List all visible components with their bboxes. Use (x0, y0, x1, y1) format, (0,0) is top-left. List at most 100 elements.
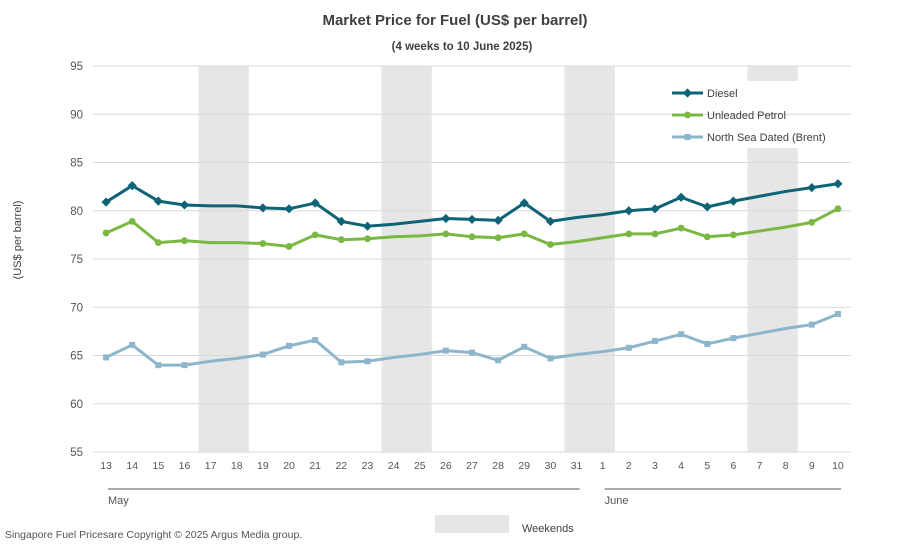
data-point (129, 341, 136, 348)
data-point (520, 230, 528, 238)
data-point (807, 182, 817, 193)
weekend-band (747, 148, 798, 452)
y-tick-label: 60 (70, 399, 83, 411)
data-point (468, 233, 476, 241)
data-point (153, 196, 163, 206)
y-tick-label: 75 (70, 254, 83, 266)
data-point (364, 235, 371, 243)
data-point (442, 347, 449, 354)
data-point (808, 321, 815, 328)
series-north-sea-dated-brent (103, 311, 841, 369)
series-diesel (101, 179, 843, 231)
x-tick-label: 1 (600, 460, 606, 472)
x-tick-label: 20 (283, 460, 295, 472)
data-point (284, 204, 294, 214)
data-point (286, 342, 293, 349)
data-point (625, 230, 633, 238)
x-tick-label: 4 (678, 460, 684, 472)
y-tick-label: 95 (70, 61, 83, 73)
y-axis-label: (US$ per barrel) (12, 201, 24, 280)
data-point (181, 237, 188, 245)
data-point (101, 197, 111, 207)
data-point (128, 217, 136, 225)
legend-label: Unleaded Petrol (707, 110, 786, 122)
data-point (442, 230, 450, 238)
data-point (310, 198, 320, 208)
data-point (469, 349, 475, 356)
x-tick-label: 16 (179, 460, 191, 472)
data-point (677, 224, 685, 232)
series-group (101, 179, 843, 369)
y-tick-label: 90 (70, 109, 83, 121)
x-tick-label: 28 (492, 460, 504, 472)
y-tick-label: 65 (70, 351, 83, 363)
legend-label: Diesel (707, 88, 738, 100)
x-tick-label: 5 (704, 460, 710, 472)
data-point (704, 340, 711, 347)
month-label: June (605, 495, 629, 507)
x-tick-label: 18 (231, 460, 243, 472)
legend-item: Unleaded Petrol (672, 110, 786, 122)
data-point (102, 229, 110, 237)
x-tick-label: 13 (100, 460, 112, 472)
x-tick-label: 14 (126, 460, 138, 472)
x-tick-label: 6 (730, 460, 736, 472)
month-axis: May June (108, 488, 841, 507)
data-point (338, 359, 345, 366)
data-point (703, 233, 711, 241)
x-tick-label: 29 (518, 460, 530, 472)
y-tick-label: 70 (70, 302, 83, 314)
legend-item: Diesel (672, 88, 738, 100)
data-point (495, 357, 502, 364)
y-tick-label: 85 (70, 158, 83, 170)
chart-title: Market Price for Fuel (US$ per barrel) (322, 12, 587, 29)
data-point (285, 243, 293, 250)
data-point (834, 311, 841, 318)
legend-swatch-marker (682, 88, 693, 98)
y-tick-label: 80 (70, 206, 83, 218)
x-tick-label: 31 (571, 460, 583, 472)
x-tick-label: 10 (832, 460, 844, 472)
data-point (259, 240, 267, 247)
data-point (179, 200, 190, 210)
data-point (127, 181, 137, 191)
weekend-legend-swatch (435, 515, 509, 533)
x-tick-label: 8 (783, 460, 789, 472)
data-point (362, 221, 373, 231)
weekend-band (747, 66, 798, 81)
weekend-legend-label: Weekends (522, 523, 574, 535)
data-point (493, 215, 503, 225)
x-tick-label: 3 (652, 460, 658, 472)
data-point (651, 338, 658, 345)
data-point (650, 204, 660, 214)
x-tick-label: 24 (388, 460, 400, 472)
data-point (624, 206, 634, 216)
x-tick-label: 22 (335, 460, 347, 472)
x-tick-label: 15 (153, 460, 165, 472)
month-label: May (108, 495, 129, 507)
data-point (336, 216, 346, 226)
data-point (702, 202, 712, 212)
x-tick-label: 25 (414, 460, 426, 472)
data-point (676, 192, 686, 202)
data-point (833, 179, 843, 189)
y-tick-label: 55 (70, 447, 83, 459)
data-point (154, 239, 162, 246)
data-point (547, 355, 554, 362)
data-point (312, 337, 319, 344)
data-point (730, 335, 737, 342)
data-point (521, 343, 528, 350)
legend: Diesel Unleaded Petrol North Sea Dated (Br… (672, 88, 826, 144)
data-point (547, 241, 554, 248)
data-point (337, 236, 345, 244)
data-point (181, 362, 188, 369)
legend-label: North Sea Dated (Brent) (707, 132, 826, 144)
data-point (651, 230, 659, 238)
data-point (625, 344, 632, 351)
y-axis-ticks: 55 60 65 70 75 80 85 90 95 (70, 61, 83, 459)
x-tick-label: 2 (626, 460, 632, 472)
copyright-footer: Singapore Fuel Pricesare Copyright © 202… (5, 529, 302, 541)
data-point (364, 358, 371, 365)
data-point (155, 362, 162, 369)
